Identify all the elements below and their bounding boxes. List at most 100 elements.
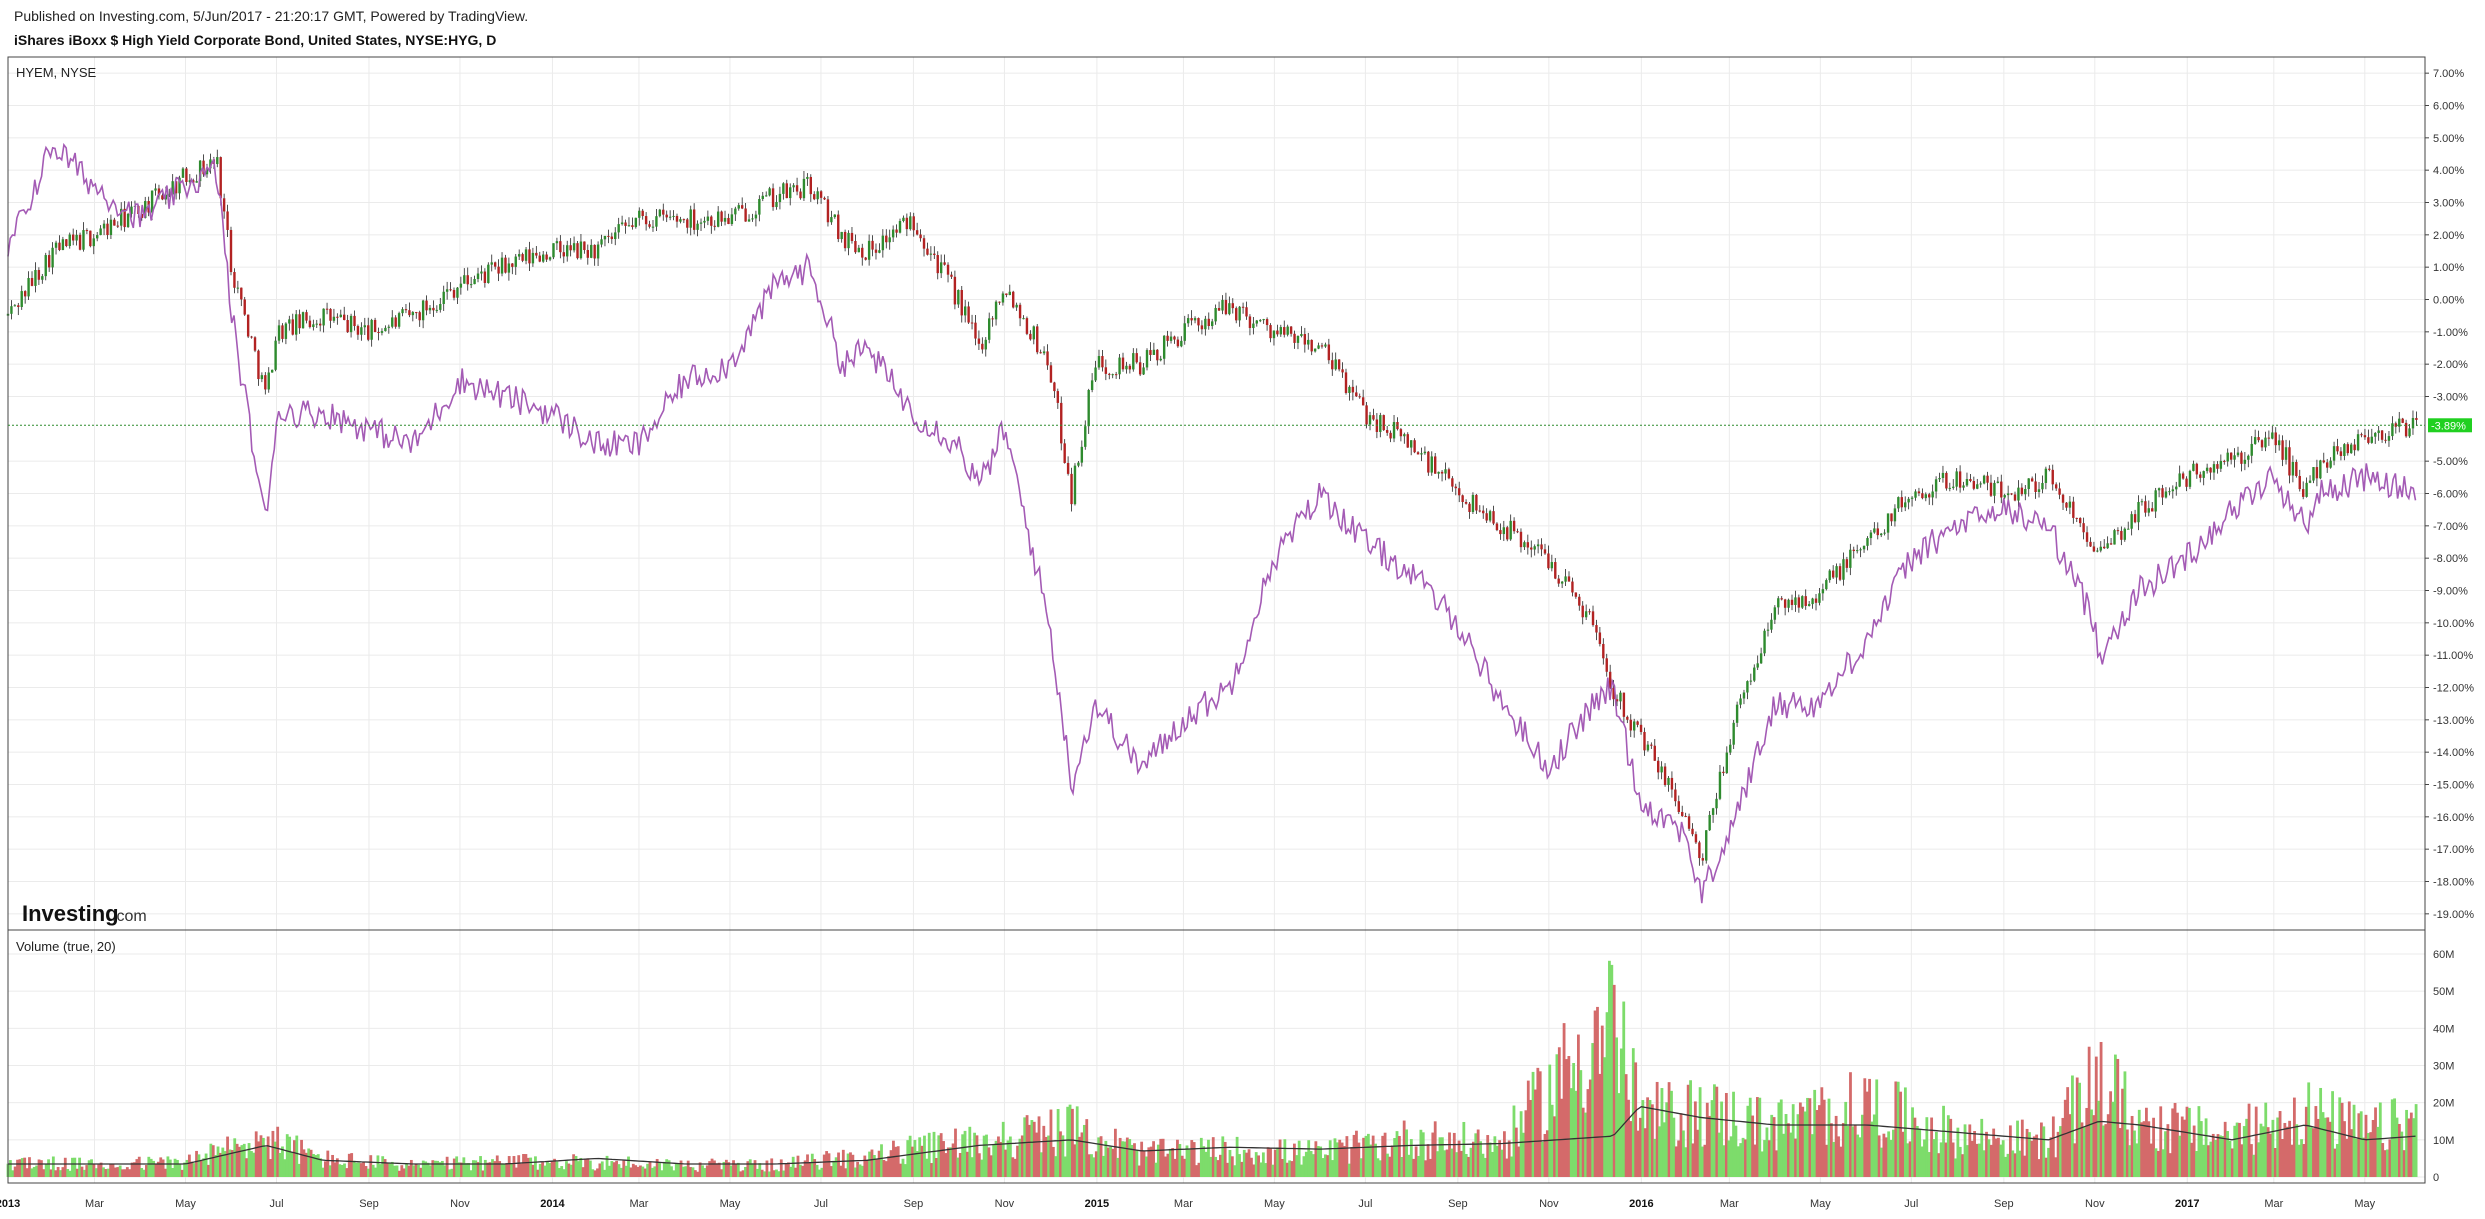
volume-bar[interactable] — [495, 1155, 499, 1177]
candle-body[interactable] — [1121, 357, 1125, 370]
volume-bar[interactable] — [2343, 1121, 2346, 1177]
candle-body[interactable] — [1770, 619, 1773, 630]
candle-body[interactable] — [919, 234, 922, 239]
volume-bar[interactable] — [1901, 1131, 1905, 1177]
volume-bar[interactable] — [1937, 1153, 1941, 1177]
volume-bar[interactable] — [195, 1150, 198, 1177]
volume-bar[interactable] — [841, 1149, 845, 1177]
volume-bar[interactable] — [1402, 1120, 1406, 1177]
volume-bar[interactable] — [2180, 1116, 2184, 1177]
volume-bar[interactable] — [1474, 1133, 1478, 1177]
volume-bar[interactable] — [1636, 1130, 1640, 1177]
volume-bar[interactable] — [1417, 1155, 1420, 1177]
volume-bar[interactable] — [398, 1170, 401, 1177]
volume-bar[interactable] — [1302, 1156, 1306, 1177]
volume-bar[interactable] — [1514, 1127, 1518, 1177]
candle-body[interactable] — [2051, 469, 2054, 485]
volume-bar[interactable] — [686, 1160, 690, 1177]
volume-bar[interactable] — [2309, 1127, 2313, 1177]
volume-bar[interactable] — [1049, 1109, 1053, 1177]
volume-bar[interactable] — [2099, 1041, 2103, 1177]
candle-body[interactable] — [514, 256, 517, 267]
volume-bar[interactable] — [23, 1157, 27, 1177]
candle-body[interactable] — [1293, 333, 1296, 343]
volume-bar[interactable] — [1085, 1119, 1089, 1177]
volume-bar[interactable] — [2111, 1101, 2115, 1177]
volume-bar[interactable] — [2040, 1122, 2043, 1177]
volume-bar[interactable] — [2054, 1157, 2058, 1177]
volume-bar[interactable] — [2078, 1082, 2081, 1177]
volume-bar[interactable] — [713, 1160, 716, 1177]
candle-body[interactable] — [2281, 440, 2284, 460]
volume-bar[interactable] — [641, 1166, 645, 1177]
volume-bar[interactable] — [1295, 1155, 1299, 1177]
volume-bar[interactable] — [2187, 1107, 2191, 1177]
volume-bar[interactable] — [405, 1164, 408, 1177]
volume-bar[interactable] — [1407, 1154, 1411, 1177]
candle-body[interactable] — [1629, 719, 1632, 731]
candle-body[interactable] — [2295, 461, 2298, 477]
volume-bar[interactable] — [2025, 1128, 2029, 1177]
volume-bar[interactable] — [1801, 1106, 1805, 1177]
volume-bar[interactable] — [1851, 1126, 1855, 1177]
candle-body[interactable] — [1746, 681, 1749, 693]
candle-body[interactable] — [2188, 470, 2192, 487]
volume-bar[interactable] — [1796, 1114, 1800, 1177]
volume-bar[interactable] — [2414, 1104, 2418, 1177]
volume-bar[interactable] — [2176, 1112, 2179, 1177]
volume-bar[interactable] — [61, 1167, 65, 1177]
candle-body[interactable] — [1173, 336, 1176, 340]
volume-bar[interactable] — [808, 1162, 812, 1177]
candle-body[interactable] — [936, 255, 939, 274]
volume-bar[interactable] — [316, 1154, 320, 1177]
candle-body[interactable] — [1900, 497, 1903, 508]
volume-bar[interactable] — [629, 1167, 633, 1177]
candle-body[interactable] — [164, 194, 168, 200]
volume-bar[interactable] — [775, 1169, 778, 1177]
candle-body[interactable] — [1303, 334, 1307, 345]
volume-bar[interactable] — [443, 1165, 447, 1177]
candle-body[interactable] — [1598, 632, 1602, 644]
candle-body[interactable] — [1715, 798, 1718, 809]
volume-bar[interactable] — [2130, 1115, 2134, 1177]
volume-bar[interactable] — [765, 1160, 769, 1177]
volume-bar[interactable] — [863, 1155, 867, 1177]
volume-bar[interactable] — [1829, 1123, 1833, 1177]
volume-bar[interactable] — [1056, 1109, 1060, 1177]
volume-bar[interactable] — [1240, 1161, 1244, 1177]
volume-bar[interactable] — [1140, 1141, 1144, 1177]
volume-bar[interactable] — [806, 1154, 809, 1177]
volume-bar[interactable] — [2366, 1133, 2370, 1177]
candle-body[interactable] — [2271, 432, 2274, 439]
volume-bar[interactable] — [283, 1159, 287, 1177]
volume-bar[interactable] — [1920, 1146, 1924, 1177]
candle-body[interactable] — [1509, 520, 1512, 540]
volume-bar[interactable] — [80, 1166, 84, 1177]
volume-bar[interactable] — [1059, 1131, 1062, 1177]
candle-body[interactable] — [1272, 330, 1276, 339]
candle-body[interactable] — [600, 239, 603, 245]
volume-bar[interactable] — [1350, 1147, 1354, 1177]
volume-bar[interactable] — [1187, 1149, 1191, 1177]
candle-body[interactable] — [51, 247, 54, 268]
volume-bar[interactable] — [2192, 1125, 2196, 1177]
candle-body[interactable] — [2092, 546, 2096, 552]
volume-bar[interactable] — [211, 1145, 215, 1177]
candle-body[interactable] — [1337, 359, 1341, 370]
candle-body[interactable] — [58, 242, 61, 251]
candle-body[interactable] — [1053, 382, 1056, 392]
volume-bar[interactable] — [832, 1160, 836, 1177]
volume-bar[interactable] — [452, 1158, 456, 1177]
candle-body[interactable] — [1008, 291, 1011, 296]
candle-body[interactable] — [555, 241, 559, 244]
candle-body[interactable] — [1880, 533, 1883, 536]
candle-body[interactable] — [902, 217, 905, 222]
volume-bar[interactable] — [1727, 1140, 1731, 1177]
volume-bar[interactable] — [1426, 1144, 1430, 1177]
candle-body[interactable] — [1845, 559, 1849, 568]
volume-bar[interactable] — [1008, 1136, 1012, 1177]
volume-bar[interactable] — [1813, 1089, 1817, 1177]
volume-bar[interactable] — [2106, 1114, 2110, 1177]
volume-bar[interactable] — [1720, 1101, 1723, 1177]
volume-bar[interactable] — [178, 1164, 182, 1177]
